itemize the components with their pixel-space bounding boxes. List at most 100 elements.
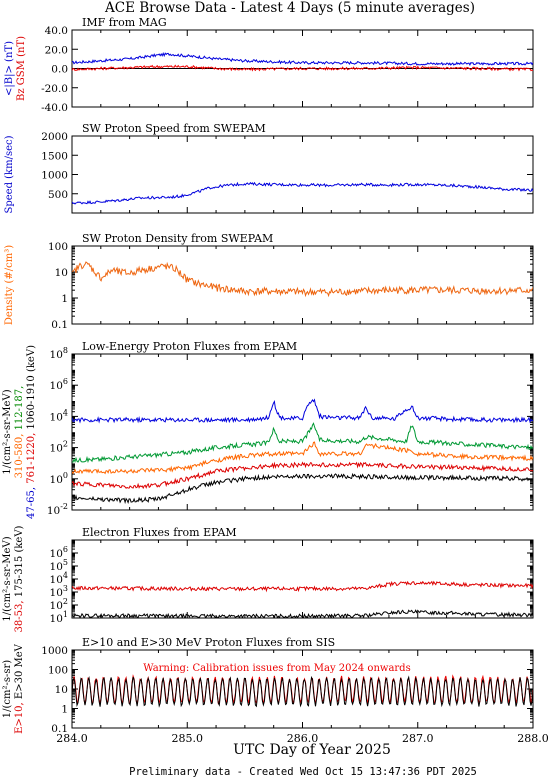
- y-axis-label-part: 310-580,: [14, 434, 25, 479]
- y-tick-exponent: 1: [63, 610, 68, 619]
- panel-title: Electron Fluxes from EPAM: [82, 526, 237, 539]
- y-tick-exponent: 0: [63, 471, 68, 480]
- y-tick-base: 10: [47, 505, 60, 517]
- y-tick-label: 20.0: [45, 44, 68, 56]
- y-tick-exponent: 8: [63, 346, 68, 355]
- x-axis-tick-labels: 284.0 285.0 286.0 287.0 288.0: [56, 732, 549, 745]
- y-axis-label: Speed (km/sec): [4, 135, 15, 213]
- figure-title: ACE Browse Data - Latest 4 Days (5 minut…: [104, 0, 475, 16]
- panel-title: E>10 and E>30 MeV Proton Fluxes from SIS: [82, 636, 335, 649]
- y-tick-label: 100: [48, 241, 68, 253]
- y-tick-base: 10: [50, 474, 63, 486]
- footer-note: Preliminary data - Created Wed Oct 15 13…: [129, 766, 477, 778]
- y-tick-label: 1000: [41, 170, 68, 182]
- y-axis-label: E>10, E>30 MeV: [14, 643, 25, 734]
- y-tick-exponent: 4: [63, 408, 68, 417]
- series-line-e-30: [72, 675, 533, 708]
- y-tick-base: 10: [50, 600, 63, 612]
- series-line-1060-1910: [72, 472, 533, 505]
- series-line-38-53: [72, 580, 533, 593]
- y-tick-label: 106: [50, 545, 68, 560]
- y-tick-exponent: 2: [63, 597, 68, 606]
- y-axis-label: 1/(cm²-s-sr-MeV): [2, 536, 13, 621]
- y-axis-label-part: 112-187,: [14, 386, 25, 434]
- panel-5: 0.1 1 10 100 1000 E>10 and E>30 MeV Proton Fl…: [2, 636, 534, 735]
- y-tick-exponent: 4: [63, 571, 68, 580]
- series-line-0: [72, 51, 533, 67]
- y-tick-label: 2000: [41, 131, 68, 143]
- y-tick-base: 10: [50, 574, 63, 586]
- y-tick-label: 101: [50, 610, 68, 625]
- y-axis-label-part: E>30 MeV: [14, 643, 25, 702]
- y-tick-base: 10: [50, 548, 63, 560]
- y-tick-base: 10: [50, 411, 63, 423]
- y-axis-label: <|B|> (nT): [4, 41, 15, 96]
- y-axis-label-part: 1/(cm²-s-sr-MeV): [2, 389, 13, 474]
- y-axis-label-part: <|B|> (nT): [4, 41, 15, 96]
- y-tick-label: 0.1: [51, 723, 68, 735]
- y-axis-label-part: 1060-1910 (keV): [26, 345, 37, 433]
- y-tick-exponent: 5: [63, 558, 68, 567]
- y-tick-label: 105: [50, 558, 68, 573]
- y-tick-label: 104: [50, 571, 68, 586]
- y-tick-label: 102: [50, 440, 68, 455]
- x-axis-label: UTC Day of Year 2025: [233, 742, 391, 758]
- y-tick-label: 10: [55, 267, 68, 279]
- y-axis-label-part: Bz GSM (nT): [16, 36, 27, 101]
- panel-frame: [71, 135, 534, 214]
- y-tick-exponent: 6: [63, 545, 68, 554]
- y-tick-exponent: 3: [63, 584, 68, 593]
- y-tick-exponent: -2: [60, 502, 68, 511]
- y-tick-label: 100: [48, 665, 68, 677]
- panel-title: SW Proton Density from SWEPAM: [82, 232, 273, 245]
- panel-0: -40.0 -20.0 0.0 20.0 40.0 IMF from MAG <|B|> (…: [4, 16, 534, 114]
- y-axis-label-part: 47-65,: [26, 487, 37, 519]
- y-tick-label: 0.0: [51, 64, 68, 76]
- y-tick-base: 10: [50, 443, 63, 455]
- y-tick-label: 100: [50, 471, 68, 486]
- y-axis-label-part: 175-315 (keV): [14, 525, 25, 600]
- y-axis-label: 310-580, 112-187,: [14, 386, 25, 479]
- series-line-0: [72, 181, 533, 205]
- y-tick-base: 10: [50, 587, 63, 599]
- y-tick-label: 1: [61, 704, 68, 716]
- y-axis-label-part: E>10,: [14, 702, 25, 734]
- y-axis-label: Density (#/cm³): [4, 245, 15, 325]
- series-line-761-1220: [72, 461, 533, 490]
- x-tick-label: 284.0: [56, 732, 88, 745]
- y-tick-label: 40.0: [45, 25, 68, 37]
- y-axis-label-part: Density (#/cm³): [4, 245, 15, 325]
- y-axis-label-part: 761-1220,: [26, 433, 37, 487]
- y-axis-label-part: 1/(cm²-s-sr-MeV): [2, 536, 13, 621]
- y-axis-label-part: 1/(cm²-s-sr): [2, 660, 13, 719]
- y-axis-label: 38-53, 175-315 (keV): [14, 525, 25, 632]
- y-tick-label: -40.0: [41, 102, 68, 114]
- panel-2: 0.1 1 10 100 SW Proton Density from SWEPAM De…: [4, 232, 534, 331]
- y-axis-label-part: Speed (km/sec): [4, 135, 15, 213]
- panel-annotation: Warning: Calibration issues from May 202…: [143, 663, 410, 674]
- y-tick-label: 500: [48, 189, 68, 201]
- y-tick-label: 108: [50, 346, 68, 361]
- y-tick-label: 102: [50, 597, 68, 612]
- y-axis-label: 1/(cm²-s-sr): [2, 660, 13, 719]
- y-tick-label: -20.0: [41, 83, 68, 95]
- series-line-112-187: [72, 422, 533, 464]
- x-tick-label: 286.0: [287, 732, 319, 745]
- series-line-1: [72, 64, 533, 72]
- y-tick-label: 0.1: [51, 319, 68, 331]
- y-tick-base: 10: [50, 349, 63, 361]
- x-tick-label: 288.0: [517, 732, 549, 745]
- series-line-47-65: [72, 398, 533, 424]
- panel-frame: [71, 245, 534, 325]
- y-tick-label: 10-2: [47, 502, 68, 517]
- y-tick-label: 1000: [41, 645, 68, 657]
- y-tick-exponent: 2: [63, 440, 68, 449]
- x-tick-label: 287.0: [402, 732, 434, 745]
- panel-title: Low-Energy Proton Fluxes from EPAM: [82, 340, 297, 353]
- panels-group: -40.0 -20.0 0.0 20.0 40.0 IMF from MAG <|B|> (…: [2, 16, 534, 735]
- y-tick-label: 10: [55, 684, 68, 696]
